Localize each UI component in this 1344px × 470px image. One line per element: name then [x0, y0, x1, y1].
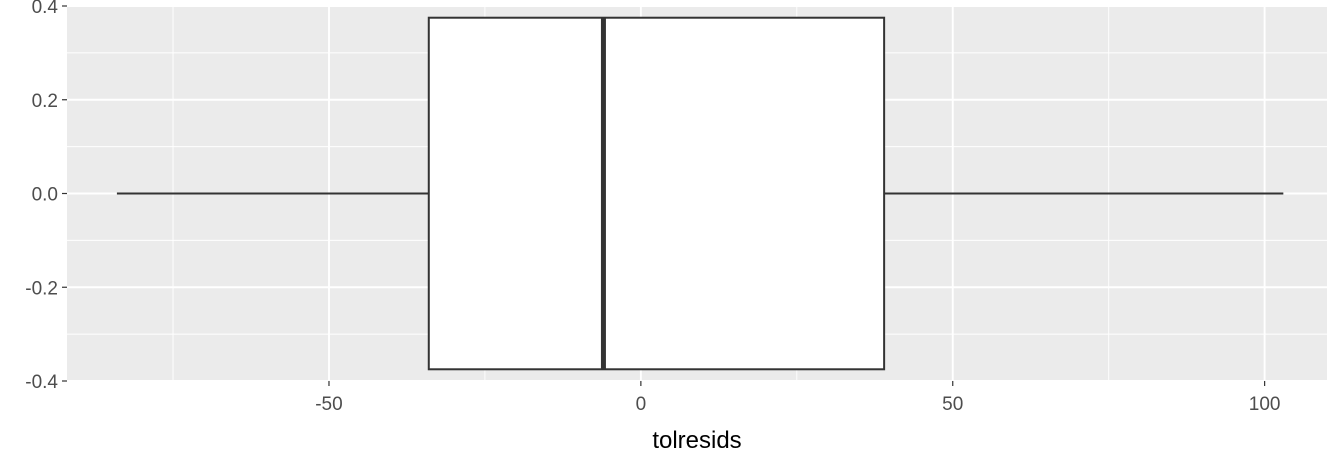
y-axis: -0.4 -0.2 0.0 0.2 0.4	[25, 0, 67, 393]
y-tick-label: -0.2	[25, 278, 58, 299]
y-tick-label: 0.2	[32, 91, 58, 112]
y-tick-label: 0.4	[32, 0, 59, 18]
y-tick-label: -0.4	[25, 372, 58, 393]
interquartile-box	[427, 16, 886, 371]
x-tick-label: 100	[1249, 394, 1281, 415]
y-tick-label: 0.0	[32, 185, 58, 206]
x-tick-label: 0	[636, 394, 647, 415]
x-tick-label: -50	[315, 394, 342, 415]
x-axis: -50 0 50 100	[315, 381, 1280, 415]
x-tick-label: 50	[942, 394, 963, 415]
x-axis-title: tolresids	[652, 427, 741, 454]
boxplot	[116, 16, 1284, 371]
